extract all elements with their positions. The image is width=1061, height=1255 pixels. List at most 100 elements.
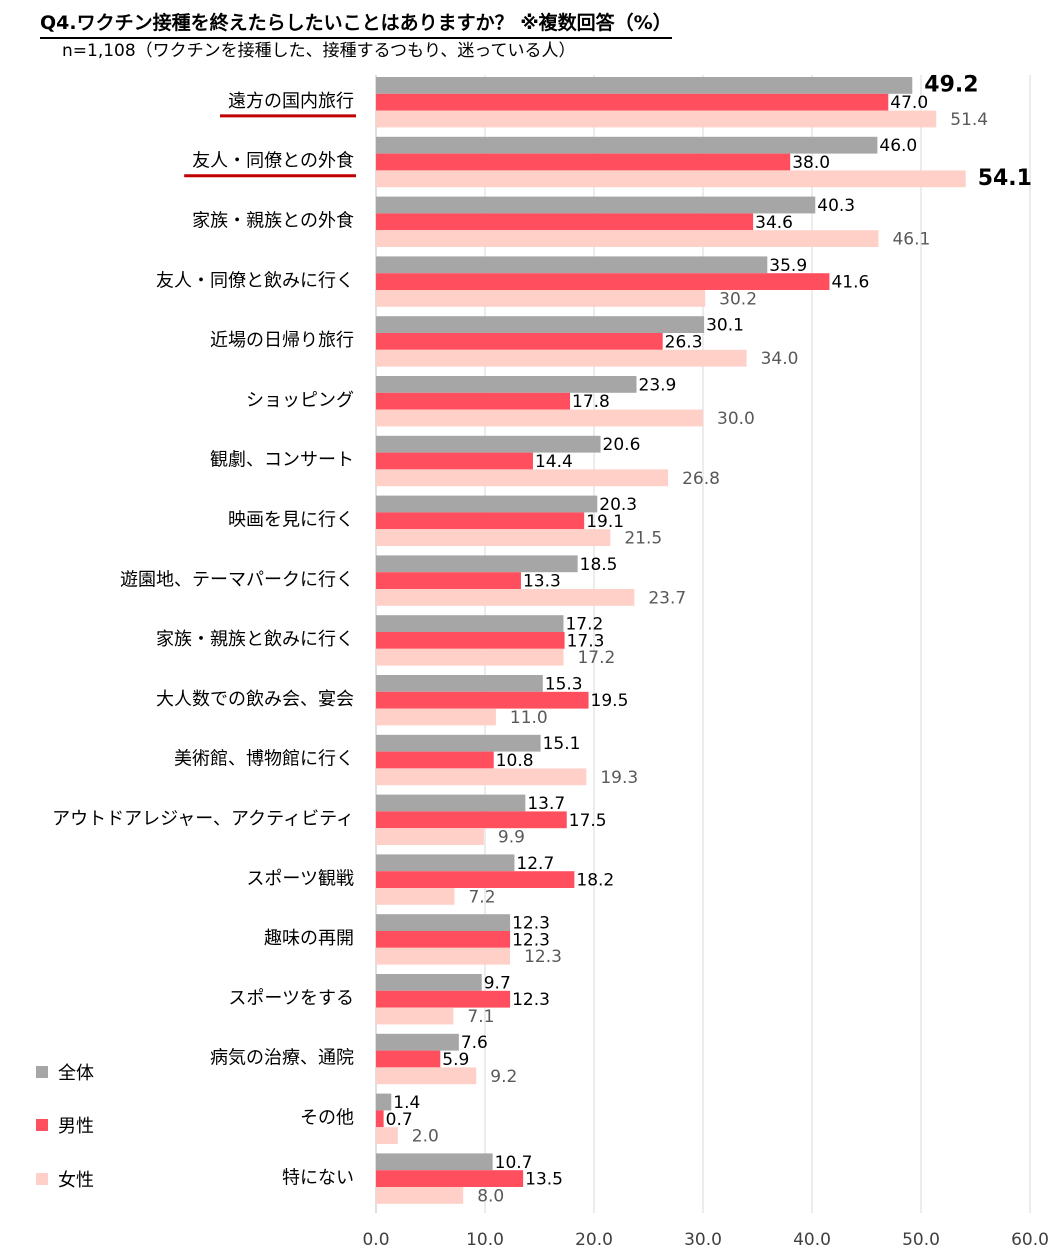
- bar-male-drinking-friends: [376, 273, 830, 290]
- bar-male-dining-family: [376, 213, 754, 231]
- bar-overall-drinking-family: [376, 615, 564, 632]
- value-label-overall-drinking-friends: 35.9: [769, 256, 807, 276]
- bar-female-other: [376, 1127, 398, 1144]
- value-label-overall-medical: 7.6: [461, 1033, 488, 1053]
- category-label-other: その他: [300, 1108, 354, 1129]
- category-label-large-party: 大人数での飲み会、宴会: [156, 688, 354, 710]
- bar-overall-drinking-friends: [376, 256, 768, 274]
- value-label-overall-museum: 15.1: [543, 734, 581, 754]
- bar-overall-shopping: [376, 376, 637, 393]
- bar-female-movies: [376, 529, 611, 546]
- bar-overall-outdoor: [376, 794, 526, 812]
- legend-label-female: 女性: [58, 1170, 94, 1191]
- category-label-shopping: ショッピング: [246, 390, 354, 411]
- value-label-male-sports-playing: 12.3: [512, 990, 550, 1010]
- value-label-female-nothing: 8.0: [477, 1186, 504, 1206]
- bar-female-sports-watching: [376, 888, 455, 905]
- bar-male-domestic-travel: [376, 93, 889, 111]
- bar-overall-domestic-travel: [376, 77, 913, 94]
- value-label-male-medical: 5.9: [442, 1050, 469, 1070]
- bar-male-nothing: [376, 1170, 524, 1187]
- value-label-male-other: 0.7: [386, 1110, 413, 1130]
- bar-male-medical: [376, 1050, 441, 1068]
- value-label-male-drinking-family: 17.3: [567, 631, 605, 651]
- bar-female-medical: [376, 1067, 477, 1085]
- legend-swatch-overall: [36, 1066, 48, 1078]
- value-label-female-day-trip: 34.0: [761, 349, 799, 369]
- bar-male-outdoor: [376, 811, 567, 829]
- bar-female-domestic-travel: [376, 110, 937, 128]
- value-label-female-theater-concert: 26.8: [682, 469, 720, 489]
- category-label-domestic-travel: 遠方の国内旅行: [228, 91, 354, 112]
- value-label-overall-movies: 20.3: [599, 495, 637, 515]
- value-label-male-movies: 19.1: [586, 512, 624, 532]
- bar-female-day-trip: [376, 349, 747, 367]
- bar-overall-nothing: [376, 1153, 493, 1171]
- bar-female-outdoor: [376, 828, 484, 845]
- value-label-overall-sports-watching: 12.7: [516, 854, 554, 874]
- category-label-dining-friends: 友人・同僚との外食: [192, 151, 354, 172]
- value-label-female-shopping: 30.0: [717, 409, 755, 429]
- bar-female-nothing: [376, 1187, 464, 1204]
- value-label-overall-dining-friends: 46.0: [879, 136, 917, 156]
- bar-male-dining-friends: [376, 153, 791, 171]
- bar-overall-day-trip: [376, 316, 705, 333]
- x-tick-label: 30.0: [684, 1230, 722, 1250]
- value-label-overall-sports-playing: 9.7: [484, 973, 511, 993]
- bar-female-drinking-family: [376, 648, 564, 666]
- bar-female-dining-family: [376, 230, 879, 247]
- bar-female-museum: [376, 768, 587, 786]
- bar-overall-sports-watching: [376, 854, 515, 872]
- value-label-overall-large-party: 15.3: [545, 674, 583, 694]
- bar-overall-other: [376, 1093, 392, 1111]
- bar-male-theme-park: [376, 572, 521, 589]
- legend-label-overall: 全体: [58, 1063, 94, 1084]
- value-label-overall-nothing: 10.7: [495, 1153, 533, 1173]
- bar-male-theater-concert: [376, 452, 533, 470]
- legend-item-overall: 全体: [36, 1060, 94, 1084]
- value-label-male-outdoor: 17.5: [569, 811, 607, 831]
- value-label-male-dining-friends: 38.0: [792, 153, 830, 173]
- value-label-female-museum: 19.3: [600, 768, 638, 788]
- value-label-female-domestic-travel: 51.4: [950, 110, 988, 130]
- bar-female-shopping: [376, 409, 703, 427]
- bar-male-movies: [376, 512, 585, 530]
- value-label-overall-theater-concert: 20.6: [603, 435, 641, 455]
- value-label-male-shopping: 17.8: [572, 392, 610, 412]
- value-label-female-large-party: 11.0: [510, 708, 548, 728]
- legend-item-female: 女性: [36, 1167, 94, 1191]
- bar-male-sports-watching: [376, 871, 575, 888]
- value-label-overall-domestic-travel: 49.2: [924, 72, 978, 97]
- bar-male-hobby: [376, 931, 511, 948]
- bar-overall-medical: [376, 1033, 459, 1051]
- x-tick-label: 10.0: [466, 1230, 504, 1250]
- x-tick-label: 0.0: [362, 1230, 389, 1250]
- category-label-sports-playing: スポーツをする: [228, 988, 354, 1009]
- value-label-female-theme-park: 23.7: [648, 588, 686, 608]
- value-label-female-outdoor: 9.9: [498, 828, 525, 848]
- bar-overall-sports-playing: [376, 974, 482, 991]
- category-label-museum: 美術館、博物館に行く: [174, 749, 354, 770]
- category-label-outdoor: アウトドアレジャー、アクティビティ: [52, 809, 354, 830]
- legend-swatch-female: [36, 1173, 48, 1185]
- category-label-theater-concert: 観劇、コンサート: [210, 450, 354, 471]
- x-tick-label: 40.0: [793, 1230, 831, 1250]
- x-tick-label: 50.0: [902, 1230, 940, 1250]
- category-label-theme-park: 遊園地、テーマパークに行く: [120, 569, 354, 590]
- bar-overall-theater-concert: [376, 435, 601, 453]
- value-label-female-other: 2.0: [412, 1127, 439, 1147]
- value-label-female-sports-playing: 7.1: [467, 1007, 494, 1027]
- value-label-male-nothing: 13.5: [525, 1170, 563, 1190]
- value-label-overall-shopping: 23.9: [639, 375, 677, 395]
- bar-male-other: [376, 1110, 384, 1128]
- value-label-male-day-trip: 26.3: [665, 332, 703, 352]
- bar-overall-hobby: [376, 914, 511, 931]
- bar-female-large-party: [376, 708, 496, 726]
- bar-female-sports-playing: [376, 1007, 454, 1025]
- legend-label-male: 男性: [58, 1116, 94, 1137]
- value-label-overall-theme-park: 18.5: [580, 555, 618, 575]
- bar-overall-dining-family: [376, 196, 816, 214]
- bar-female-theme-park: [376, 589, 635, 606]
- bar-male-shopping: [376, 392, 571, 410]
